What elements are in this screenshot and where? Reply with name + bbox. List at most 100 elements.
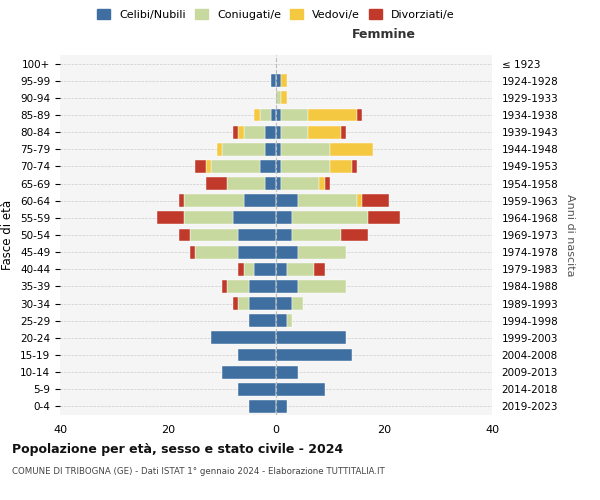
Bar [281,177,319,190]
Bar [276,400,287,413]
Bar [211,160,260,173]
Bar [276,228,292,241]
Bar [254,263,276,276]
Bar [287,314,292,327]
Bar [319,177,325,190]
Bar [206,177,227,190]
Bar [276,177,281,190]
Bar [281,74,287,87]
Bar [308,108,357,122]
Bar [227,280,249,293]
Bar [211,332,276,344]
Bar [222,143,265,156]
Bar [276,366,298,378]
Bar [276,74,281,87]
Bar [287,263,314,276]
Bar [276,383,325,396]
Bar [281,126,308,138]
Bar [276,348,352,362]
Bar [249,297,276,310]
Bar [357,108,362,122]
Bar [292,297,303,310]
Bar [292,228,341,241]
Bar [249,280,276,293]
Bar [206,160,211,173]
Bar [190,228,238,241]
Bar [276,194,298,207]
Bar [314,263,325,276]
Bar [233,297,238,310]
Bar [195,160,206,173]
Bar [265,126,276,138]
Bar [276,280,298,293]
Bar [362,194,389,207]
Bar [276,246,298,258]
Y-axis label: Fasce di età: Fasce di età [1,200,14,270]
Legend: Celibi/Nubili, Coniugati/e, Vedovi/e, Divorziati/e: Celibi/Nubili, Coniugati/e, Vedovi/e, Di… [93,4,459,24]
Bar [244,194,276,207]
Bar [276,126,281,138]
Bar [238,297,249,310]
Bar [217,143,222,156]
Bar [281,108,308,122]
Bar [298,246,346,258]
Bar [292,212,368,224]
Bar [352,160,357,173]
Text: COMUNE DI TRIBOGNA (GE) - Dati ISTAT 1° gennaio 2024 - Elaborazione TUTTITALIA.I: COMUNE DI TRIBOGNA (GE) - Dati ISTAT 1° … [12,468,385,476]
Bar [238,383,276,396]
Bar [244,263,254,276]
Bar [276,108,281,122]
Bar [238,246,276,258]
Bar [233,126,238,138]
Bar [325,177,330,190]
Bar [368,212,400,224]
Bar [222,366,276,378]
Bar [271,74,276,87]
Bar [157,212,184,224]
Bar [271,108,276,122]
Bar [281,92,287,104]
Bar [254,108,260,122]
Bar [330,160,352,173]
Bar [238,228,276,241]
Bar [276,297,292,310]
Bar [298,280,346,293]
Bar [276,263,287,276]
Y-axis label: Anni di nascita: Anni di nascita [565,194,575,276]
Bar [276,212,292,224]
Bar [238,263,244,276]
Bar [308,126,341,138]
Bar [184,194,244,207]
Text: Popolazione per età, sesso e stato civile - 2024: Popolazione per età, sesso e stato civil… [12,442,343,456]
Bar [330,143,373,156]
Bar [244,126,265,138]
Bar [233,212,276,224]
Bar [276,314,287,327]
Bar [260,160,276,173]
Bar [276,332,346,344]
Bar [281,160,330,173]
Bar [179,228,190,241]
Bar [249,314,276,327]
Bar [190,246,195,258]
Bar [298,194,357,207]
Bar [341,228,368,241]
Bar [265,143,276,156]
Bar [276,160,281,173]
Bar [195,246,238,258]
Bar [227,177,265,190]
Bar [238,348,276,362]
Bar [249,400,276,413]
Bar [260,108,271,122]
Bar [184,212,233,224]
Text: Femmine: Femmine [352,28,416,40]
Bar [179,194,184,207]
Bar [341,126,346,138]
Bar [265,177,276,190]
Bar [276,92,281,104]
Bar [281,143,330,156]
Bar [276,143,281,156]
Bar [357,194,362,207]
Bar [222,280,227,293]
Bar [238,126,244,138]
